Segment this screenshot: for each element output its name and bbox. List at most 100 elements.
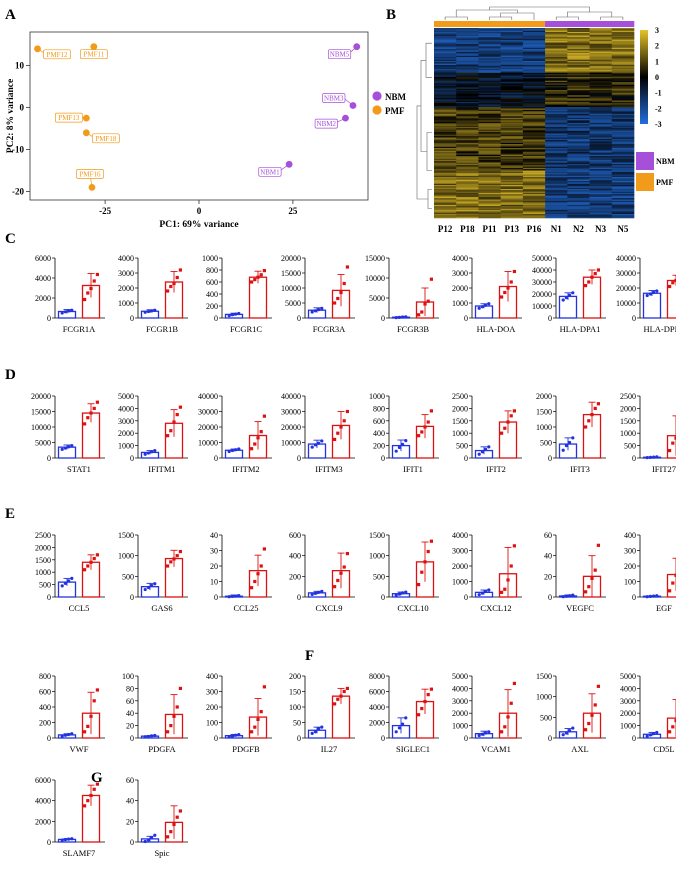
y-tick-label: 4000 bbox=[118, 254, 134, 263]
heatmap-cell bbox=[456, 150, 479, 153]
y-tick-label: 3000 bbox=[118, 269, 134, 278]
pmf-data-point bbox=[417, 583, 421, 587]
heatmap-cell bbox=[500, 161, 524, 163]
pmf-data-point bbox=[175, 815, 179, 819]
heatmap-cell bbox=[567, 97, 590, 100]
heatmap-cell bbox=[500, 200, 524, 203]
heatmap-cell bbox=[434, 159, 457, 162]
heatmap-cell bbox=[589, 145, 613, 148]
heatmap-cell bbox=[478, 128, 501, 130]
y-tick-label: 600 bbox=[206, 278, 218, 287]
heatmap-cell bbox=[589, 76, 613, 79]
nbm-data-point bbox=[394, 449, 398, 453]
heatmap-column-label: N5 bbox=[617, 224, 628, 234]
y-tick-label: 4000 bbox=[35, 797, 51, 806]
heatmap-cell bbox=[567, 71, 590, 74]
heatmap-cell bbox=[545, 161, 568, 163]
nbm-data-point bbox=[571, 593, 575, 597]
heatmap-cell bbox=[500, 62, 524, 64]
heatmap-cell bbox=[500, 183, 524, 186]
heatmap-cell bbox=[522, 211, 546, 214]
nbm-data-point bbox=[313, 730, 317, 734]
heatmap-cell bbox=[567, 99, 590, 101]
heatmap-cell bbox=[545, 96, 568, 99]
heatmap-cell bbox=[434, 163, 457, 166]
y-tick-label: 0 bbox=[632, 593, 636, 602]
y-tick-label: 2000 bbox=[620, 404, 636, 413]
heatmap-cell bbox=[456, 75, 479, 78]
y-tick-label: 20000 bbox=[31, 392, 51, 401]
pmf-data-point bbox=[587, 419, 591, 423]
heatmap-column-label: N2 bbox=[573, 224, 584, 234]
heatmap-cell bbox=[611, 29, 635, 31]
heatmap-cell bbox=[567, 39, 590, 42]
heatmap-cell bbox=[545, 51, 568, 54]
heatmap-cell bbox=[500, 155, 524, 158]
heatmap-cell bbox=[567, 199, 590, 202]
heatmap-cell bbox=[478, 74, 501, 76]
heatmap-cell bbox=[456, 136, 479, 138]
nbm-data-point bbox=[568, 594, 572, 598]
heatmap-cell bbox=[522, 177, 546, 179]
heatmap-cell bbox=[478, 202, 501, 204]
heatmap-cell bbox=[589, 45, 613, 47]
y-tick-label: 10000 bbox=[532, 302, 552, 311]
pmf-data-point bbox=[423, 302, 427, 306]
pmf-data-point bbox=[178, 268, 182, 272]
heatmap-cell bbox=[545, 108, 568, 111]
heatmap-cell bbox=[456, 107, 479, 109]
y-tick-label: 3000 bbox=[620, 697, 636, 706]
heatmap-cell bbox=[522, 111, 546, 113]
heatmap-cell bbox=[545, 95, 568, 97]
pmf-data-point bbox=[83, 297, 87, 302]
y-tick-label: 2000 bbox=[452, 404, 468, 413]
pca-point-label: NBM1 bbox=[260, 168, 280, 176]
heatmap-cell bbox=[545, 59, 568, 62]
heatmap-cell bbox=[522, 138, 546, 141]
heatmap-cell bbox=[500, 208, 524, 211]
heatmap-cell bbox=[478, 211, 501, 214]
nbm-data-point bbox=[561, 733, 565, 737]
pmf-data-point bbox=[333, 702, 337, 706]
nbm-data-point bbox=[484, 303, 488, 307]
heatmap-cell bbox=[500, 64, 524, 67]
heatmap-cell bbox=[500, 80, 524, 83]
pca-label-box bbox=[322, 93, 346, 103]
heatmap-cell bbox=[522, 79, 546, 82]
heatmap-cell bbox=[611, 119, 635, 121]
pmf-bar bbox=[666, 435, 676, 459]
pca-legend-label: PMF bbox=[385, 106, 405, 116]
heatmap-cell bbox=[589, 28, 613, 30]
heatmap-cell bbox=[589, 210, 613, 212]
nbm-data-point bbox=[143, 587, 147, 592]
heatmap-cell bbox=[522, 59, 546, 62]
heatmap-cell bbox=[545, 169, 568, 171]
heatmap-cell bbox=[500, 38, 524, 41]
nbm-data-point bbox=[60, 584, 64, 588]
nbm-data-point bbox=[60, 311, 64, 315]
heatmap-cell bbox=[478, 111, 501, 113]
y-tick-label: 2500 bbox=[620, 392, 636, 401]
pmf-data-point bbox=[166, 289, 170, 293]
gene-label: CXCL9 bbox=[316, 603, 343, 613]
heatmap-cell bbox=[478, 29, 501, 31]
heatmap-cell bbox=[456, 173, 479, 175]
heatmap-cell bbox=[545, 194, 568, 196]
heatmap-cell bbox=[478, 120, 501, 122]
heatmap-cell bbox=[500, 75, 524, 78]
heatmap-cell bbox=[522, 66, 546, 68]
heatmap-cell bbox=[456, 142, 479, 145]
pmf-data-point bbox=[420, 430, 424, 434]
heatmap-cell bbox=[434, 199, 457, 202]
heatmap-cell bbox=[567, 68, 590, 71]
y-tick-label: 2000 bbox=[35, 543, 51, 552]
heatmap-cell bbox=[545, 166, 568, 169]
panel-label-c: C bbox=[5, 231, 16, 247]
heatmap-cell bbox=[567, 195, 590, 198]
heatmap-legend-label: NBM bbox=[656, 157, 675, 166]
heatmap-cell bbox=[589, 198, 613, 200]
heatmap-cell bbox=[589, 190, 613, 192]
heatmap-cell bbox=[611, 37, 635, 39]
heatmap-cell bbox=[545, 86, 568, 88]
heatmap-cell bbox=[567, 141, 590, 144]
